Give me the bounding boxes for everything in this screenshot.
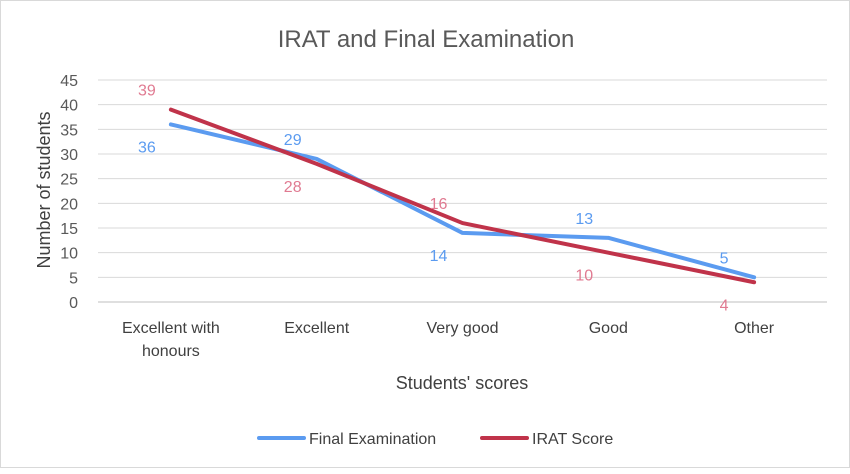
x-tick-label: Other (734, 320, 775, 337)
data-label: 16 (430, 196, 448, 213)
y-tick-label: 35 (60, 122, 78, 139)
y-tick-label: 15 (60, 221, 78, 238)
y-axis-ticks: 0 5 10 15 20 25 30 35 40 45 (60, 73, 78, 312)
gridlines (98, 79, 827, 303)
data-label: 13 (575, 211, 593, 228)
series-lines (168, 107, 757, 285)
data-label: 39 (138, 83, 156, 100)
series-line-1 (168, 122, 757, 280)
y-tick-label: 30 (60, 147, 78, 164)
x-axis-ticks: Excellent with honours Excellent Very good G… (122, 320, 775, 360)
data-label: 14 (430, 248, 448, 265)
x-tick-label: Excellent (284, 320, 349, 337)
y-tick-label: 20 (60, 196, 78, 213)
y-tick-label: 10 (60, 246, 78, 263)
y-tick-label: 40 (60, 98, 78, 115)
x-tick-label: Very good (426, 320, 498, 337)
data-label: 10 (575, 268, 593, 285)
chart-title: IRAT and Final Examination (278, 26, 575, 53)
data-label: 28 (284, 179, 302, 196)
data-label: 5 (720, 250, 729, 267)
legend-label: IRAT Score (532, 431, 613, 448)
legend: Final Examination IRAT Score (257, 431, 613, 448)
y-tick-label: 25 (60, 172, 78, 189)
data-label: 4 (720, 297, 729, 314)
x-tick-label: Excellent with (122, 320, 220, 337)
x-tick-label: honours (142, 343, 200, 360)
series-line-2 (168, 107, 757, 285)
x-tick-label: Good (589, 320, 628, 337)
y-axis-label: Number of students (34, 111, 54, 268)
data-label: 29 (284, 132, 302, 149)
data-labels: 36 29 14 13 5 39 28 16 10 4 (138, 83, 729, 315)
y-tick-label: 0 (69, 295, 78, 312)
data-label: 36 (138, 139, 156, 156)
legend-label: Final Examination (309, 431, 436, 448)
y-tick-label: 45 (60, 73, 78, 90)
x-axis-label: Students' scores (396, 373, 529, 393)
y-tick-label: 5 (69, 270, 78, 287)
